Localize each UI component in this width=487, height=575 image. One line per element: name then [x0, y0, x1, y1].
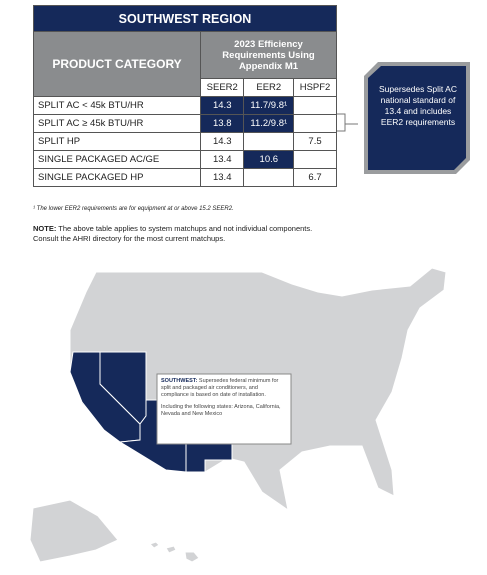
cell: 13.8 — [199, 114, 245, 133]
col-header: EER2 — [243, 78, 295, 97]
row-label: SINGLE PACKAGED HP — [33, 168, 201, 187]
cell: 6.7 — [293, 168, 337, 187]
map-callout: SOUTHWEST: Supersedes federal minimum fo… — [161, 378, 287, 418]
region-title: SOUTHWEST REGION — [33, 5, 337, 32]
requirements-table: SOUTHWEST REGION PRODUCT CATEGORY 2023 E… — [33, 5, 337, 187]
cell: 13.4 — [199, 168, 245, 187]
callout-text: Supersedes Split AC national standard of… — [379, 84, 457, 127]
callout-box — [368, 66, 466, 170]
cell: 10.6 — [243, 150, 295, 169]
map-callout-box — [156, 373, 292, 445]
bracket — [337, 113, 358, 132]
map-states: Including the following states: Arizona,… — [161, 404, 281, 417]
note: NOTE: The above table applies to system … — [33, 224, 333, 243]
cell: 14.3 — [199, 96, 245, 115]
footnote: ¹ The lower EER2 requirements are for eq… — [33, 206, 234, 212]
note-text: The above table applies to system matchu… — [33, 224, 313, 243]
note-label: NOTE: — [33, 224, 57, 233]
map-label: SOUTHWEST: — [161, 378, 198, 384]
map-text: Supersedes federal minimum for split and… — [161, 378, 279, 398]
